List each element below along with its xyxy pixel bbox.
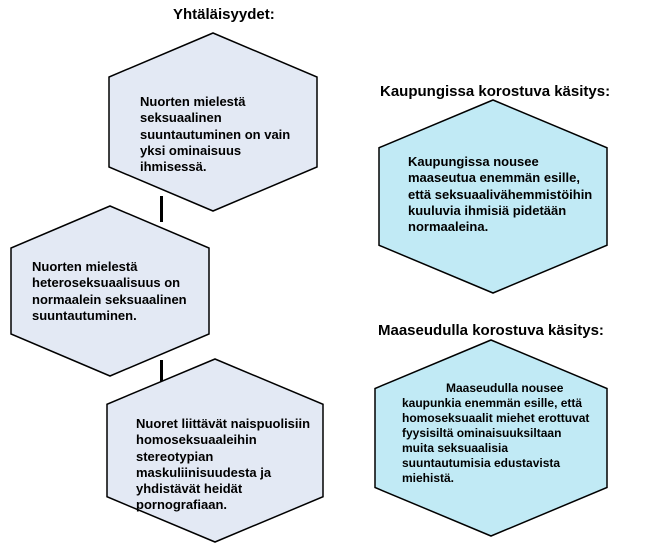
hex-right-2: Maaseudulla nousee kaupunkia enemmän esi… — [374, 339, 608, 537]
title-city: Kaupungissa korostuva käsitys: — [380, 83, 610, 100]
hex-left-3-text: Nuoret liittävät naispuolisiin homoseksu… — [136, 416, 316, 514]
hex-right-1: Kaupungissa nousee maaseutua enemmän esi… — [378, 99, 608, 294]
hex-left-2-text: Nuorten mielestä heteroseksuaalisuus on … — [32, 259, 192, 324]
hex-right-2-text: Maaseudulla nousee kaupunkia enemmän esi… — [402, 381, 592, 486]
hex-left-2: Nuorten mielestä heteroseksuaalisuus on … — [10, 205, 210, 377]
hex-right-1-text: Kaupungissa nousee maaseutua enemmän esi… — [408, 154, 593, 235]
hex-left-1: Nuorten mielestä seksuaalinen suuntautum… — [108, 32, 318, 212]
hex-left-1-text: Nuorten mielestä seksuaalinen suuntautum… — [140, 94, 310, 175]
hex-left-3: Nuoret liittävät naispuolisiin homoseksu… — [106, 358, 324, 543]
title-countryside: Maaseudulla korostuva käsitys: — [378, 322, 604, 339]
title-similarities: Yhtäläisyydet: — [173, 6, 275, 23]
